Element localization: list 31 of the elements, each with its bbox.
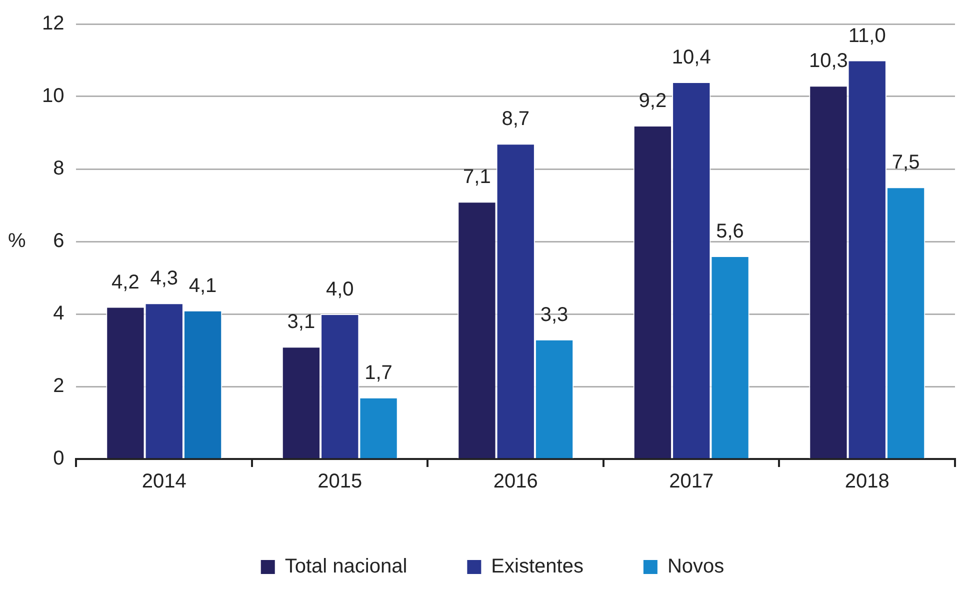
y-axis-title: % bbox=[8, 230, 26, 252]
data-label: 10,3 bbox=[808, 50, 848, 72]
data-label: 3,3 bbox=[540, 304, 568, 326]
data-label: 4,2 bbox=[112, 271, 140, 294]
data-label: 1,7 bbox=[364, 362, 392, 384]
y-tick-label: 6 bbox=[53, 230, 64, 252]
x-tick-label: 2018 bbox=[844, 470, 890, 493]
legend-label: Existentes bbox=[491, 556, 584, 578]
data-label: 11,0 bbox=[848, 24, 886, 47]
x-tick-label: 2017 bbox=[669, 470, 714, 493]
data-label: 7,1 bbox=[463, 166, 491, 188]
data-label: 4,0 bbox=[326, 278, 354, 301]
legend-label: Novos bbox=[667, 556, 724, 578]
y-tick-label: 12 bbox=[42, 12, 64, 35]
y-tick-label: 10 bbox=[42, 85, 64, 108]
y-tick-label: 0 bbox=[53, 448, 64, 470]
x-tick-label: 2014 bbox=[142, 470, 186, 493]
data-label: 4,3 bbox=[150, 268, 178, 290]
y-tick-label: 2 bbox=[53, 375, 64, 398]
x-tick-label: 2015 bbox=[318, 470, 362, 493]
data-label: 9,2 bbox=[638, 90, 667, 112]
data-label: 4,1 bbox=[188, 274, 217, 297]
data-label: 8,7 bbox=[502, 108, 530, 130]
y-tick-label: 8 bbox=[53, 158, 64, 180]
legend-label: Total nacional bbox=[284, 556, 408, 578]
data-label: 3,1 bbox=[287, 311, 316, 334]
data-label: 5,6 bbox=[716, 220, 744, 243]
y-tick-label: 4 bbox=[53, 302, 64, 325]
x-tick-label: 2016 bbox=[493, 470, 538, 493]
data-label: 10,4 bbox=[672, 46, 711, 69]
data-label: 7,5 bbox=[892, 152, 920, 174]
